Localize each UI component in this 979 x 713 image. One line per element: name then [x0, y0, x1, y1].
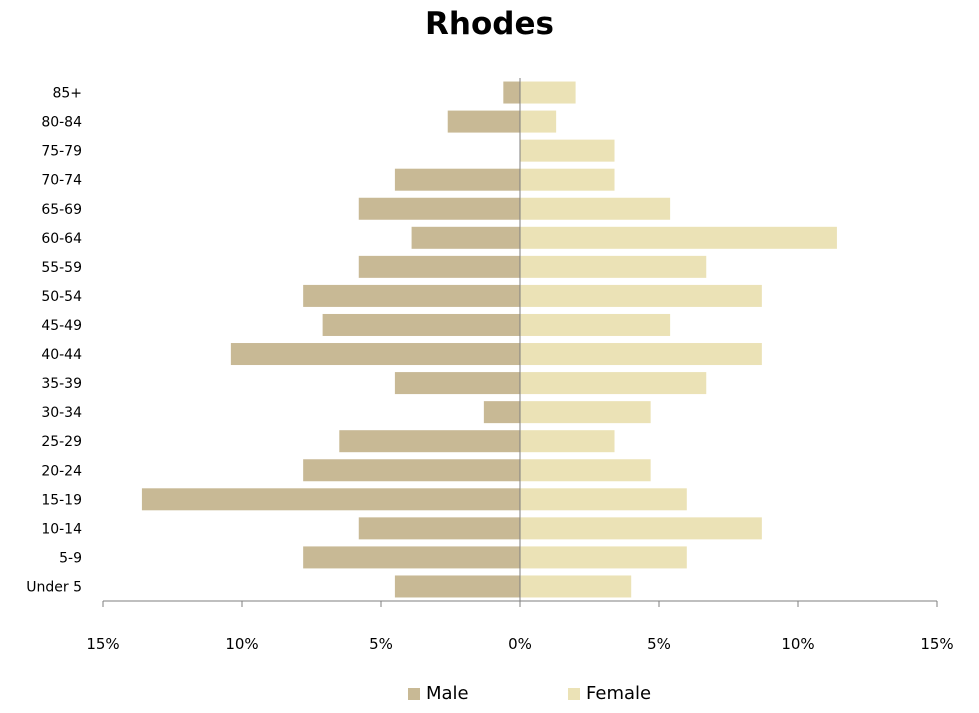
bar-female-85+: [520, 81, 576, 104]
bar-female-55-59: [520, 255, 707, 278]
legend-item-male: Male: [408, 683, 469, 704]
bar-male-45-49: [322, 313, 520, 336]
legend-swatch-male: [408, 687, 420, 700]
x-tick-label: 0%: [508, 635, 532, 653]
category-label: 35-39: [41, 376, 82, 392]
category-label: 80-84: [41, 115, 82, 131]
bar-female-80-84: [520, 110, 557, 133]
category-label: 15-19: [41, 492, 82, 508]
bar-male-85+: [503, 81, 520, 104]
x-tick-label: 10%: [781, 635, 814, 653]
bar-male-35-39: [394, 372, 520, 395]
category-label: 70-74: [41, 173, 82, 189]
x-tick-label: 10%: [225, 635, 258, 653]
bar-male-10-14: [358, 517, 520, 540]
bar-male-55-59: [358, 255, 520, 278]
legend-swatch-female: [568, 687, 580, 700]
bar-male-15-19: [141, 488, 521, 511]
bar-female-70-74: [520, 168, 615, 191]
bar-male-60-64: [411, 226, 520, 249]
category-label: 50-54: [41, 289, 82, 305]
category-label: 40-44: [41, 347, 82, 363]
x-tick-label: 5%: [369, 635, 393, 653]
bar-male-80-84: [447, 110, 520, 133]
category-label: 65-69: [41, 202, 82, 218]
category-label: 10-14: [41, 521, 82, 537]
bar-female-10-14: [520, 517, 762, 540]
population-pyramid-chart: 85+ 80-84 75-79 70-74 65-69 60-64 55-59 50-54 45…: [26, 78, 954, 653]
x-tick-label: 5%: [647, 635, 671, 653]
category-label: 20-24: [41, 463, 82, 479]
chart-title: Rhodes: [425, 6, 554, 42]
category-label: 25-29: [41, 434, 82, 450]
bar-female-20-24: [520, 459, 651, 482]
bar-male-under-5: [394, 575, 520, 598]
bar-female-15-19: [520, 488, 687, 511]
bar-female-under-5: [520, 575, 632, 598]
bar-female-25-29: [520, 430, 615, 453]
bar-male-5-9: [303, 546, 520, 569]
x-tick-label: 15%: [86, 635, 119, 653]
bar-female-75-79: [520, 139, 615, 162]
bar-female-50-54: [520, 284, 762, 307]
category-label: 85+: [52, 86, 82, 102]
bar-male-40-44: [230, 343, 520, 366]
bar-female-35-39: [520, 372, 707, 395]
bar-male-70-74: [394, 168, 520, 191]
category-label: 60-64: [41, 231, 82, 247]
bar-female-60-64: [520, 226, 837, 249]
bar-female-30-34: [520, 401, 651, 424]
bar-female-40-44: [520, 343, 762, 366]
category-label: 30-34: [41, 405, 82, 421]
bar-male-30-34: [483, 401, 520, 424]
bar-female-45-49: [520, 313, 671, 336]
bar-female-65-69: [520, 197, 671, 220]
bar-male-20-24: [303, 459, 520, 482]
bar-male-65-69: [358, 197, 520, 220]
legend-label-male: Male: [426, 683, 469, 704]
legend-label-female: Female: [586, 683, 652, 704]
legend-item-female: Female: [568, 683, 651, 704]
category-label: Under 5: [26, 579, 82, 595]
bar-female-5-9: [520, 546, 687, 569]
category-label: 55-59: [41, 260, 82, 276]
category-label: 75-79: [41, 144, 82, 160]
category-label: 5-9: [59, 550, 82, 566]
bar-male-50-54: [303, 284, 520, 307]
category-label: 45-49: [41, 318, 82, 334]
bar-male-25-29: [339, 430, 520, 453]
legend: Male Female: [0, 683, 979, 709]
x-tick-label: 15%: [920, 635, 953, 653]
